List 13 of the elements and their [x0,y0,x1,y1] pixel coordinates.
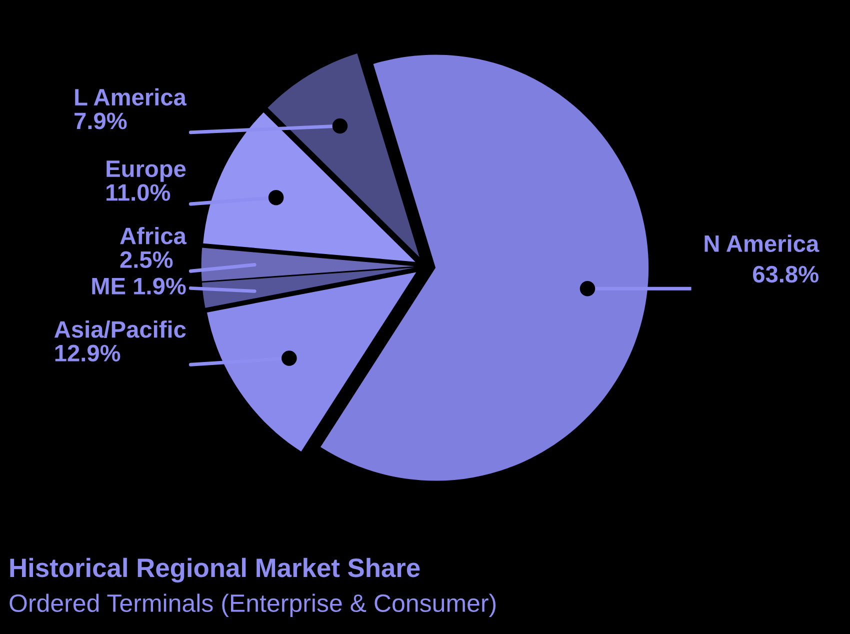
data-label: 2.5% [120,251,173,268]
slice-label: Asia/Pacific [54,320,186,338]
slice-label: Europe [106,160,186,182]
text: Ordered Terminals (Enterprise & Consumer) [10,594,496,617]
data-label: 63.8% [753,266,818,283]
slice-label: N America [704,234,820,252]
data-label: 12.9% [55,344,120,362]
data-label: 7.9% [74,112,127,130]
text: Historical Regional Market Share [10,558,420,583]
slice-label: ME 1.9% [92,278,186,295]
data-label: 11.0% [106,184,170,201]
slice-label: Africa [120,226,187,244]
slice-label: L America [75,88,187,106]
